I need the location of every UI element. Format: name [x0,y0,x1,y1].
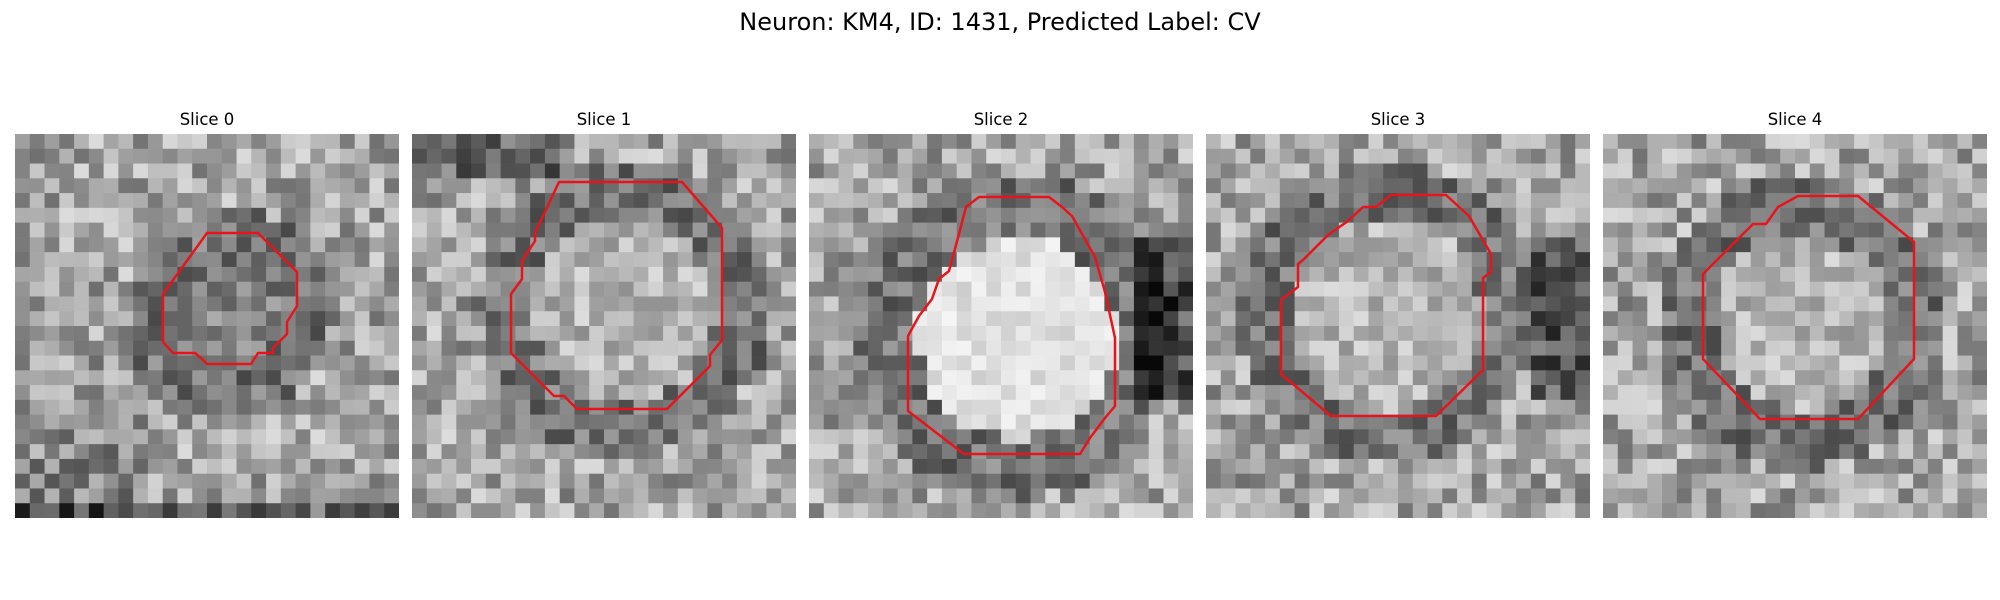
slice-title: Slice 4 [1767,110,1823,129]
slice-title: Slice 0 [179,110,235,129]
slice-image-frame [809,134,1193,518]
slice-image [1603,134,1987,518]
slice-image-frame [15,134,399,518]
slice-image-frame [1206,134,1590,518]
slice-image [809,134,1193,518]
contour-outline [906,195,1117,456]
slice-panel-0: Slice 0 [15,108,399,518]
contour-outline [161,231,299,366]
slice-panel-3: Slice 3 [1206,108,1590,518]
slice-image-frame [1603,134,1987,518]
slice-panel-1: Slice 1 [412,108,796,518]
slice-title: Slice 1 [576,110,632,129]
slice-title: Slice 3 [1370,110,1426,129]
slice-panel-2: Slice 2 [809,108,1193,518]
contour-outline [1279,193,1493,418]
contour-outline [509,180,724,411]
slice-panel-4: Slice 4 [1603,108,1987,518]
slice-image [412,134,796,518]
slice-image [15,134,399,518]
slice-image-frame [412,134,796,518]
figure-title: Neuron: KM4, ID: 1431, Predicted Label: … [739,8,1261,36]
slice-image [1206,134,1590,518]
contour-outline [1701,194,1916,421]
slice-title: Slice 2 [973,110,1029,129]
